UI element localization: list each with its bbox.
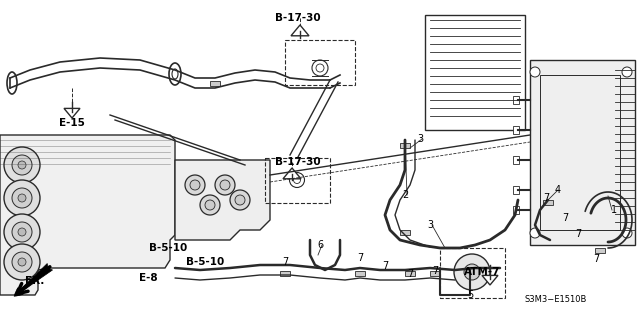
Text: B-17-30: B-17-30 bbox=[275, 157, 321, 167]
Circle shape bbox=[18, 258, 26, 266]
Text: 7: 7 bbox=[432, 266, 438, 276]
Polygon shape bbox=[0, 135, 175, 295]
Circle shape bbox=[230, 190, 250, 210]
Text: E-8: E-8 bbox=[139, 273, 157, 283]
Text: 7: 7 bbox=[282, 257, 288, 267]
Bar bbox=[513, 96, 519, 104]
Circle shape bbox=[235, 195, 245, 205]
Polygon shape bbox=[482, 275, 498, 285]
Bar bbox=[513, 186, 519, 194]
Circle shape bbox=[622, 228, 632, 238]
Circle shape bbox=[4, 180, 40, 216]
Text: B-17-30: B-17-30 bbox=[275, 13, 321, 23]
Polygon shape bbox=[291, 25, 309, 36]
Circle shape bbox=[220, 180, 230, 190]
Text: FR.: FR. bbox=[26, 276, 45, 286]
Circle shape bbox=[190, 180, 200, 190]
Text: 3: 3 bbox=[417, 134, 423, 144]
Bar bbox=[513, 126, 519, 134]
Circle shape bbox=[18, 161, 26, 169]
Circle shape bbox=[622, 67, 632, 77]
Bar bbox=[400, 229, 410, 234]
Bar bbox=[400, 143, 410, 147]
Circle shape bbox=[12, 252, 32, 272]
Circle shape bbox=[12, 155, 32, 175]
Text: 2: 2 bbox=[402, 190, 408, 200]
Bar bbox=[210, 80, 220, 85]
Bar bbox=[513, 206, 519, 214]
Circle shape bbox=[200, 195, 220, 215]
Bar bbox=[280, 271, 290, 276]
Circle shape bbox=[464, 264, 480, 280]
Polygon shape bbox=[175, 160, 270, 240]
Bar bbox=[355, 271, 365, 276]
Circle shape bbox=[4, 214, 40, 250]
Bar bbox=[595, 248, 605, 253]
Text: 7: 7 bbox=[382, 261, 388, 271]
Bar bbox=[543, 199, 553, 204]
Text: 3: 3 bbox=[427, 220, 433, 230]
Bar bbox=[530, 60, 635, 245]
Polygon shape bbox=[283, 168, 301, 179]
Text: 7: 7 bbox=[543, 193, 549, 203]
Bar bbox=[513, 156, 519, 164]
Circle shape bbox=[530, 228, 540, 238]
Circle shape bbox=[205, 200, 215, 210]
Text: 7: 7 bbox=[575, 229, 581, 239]
Bar bbox=[540, 75, 620, 230]
Text: B-5-10: B-5-10 bbox=[149, 243, 187, 253]
Bar bbox=[405, 271, 415, 276]
Text: 7: 7 bbox=[357, 253, 363, 263]
Circle shape bbox=[185, 175, 205, 195]
Circle shape bbox=[530, 67, 540, 77]
Circle shape bbox=[12, 188, 32, 208]
Circle shape bbox=[18, 194, 26, 202]
Text: 7: 7 bbox=[407, 269, 413, 279]
Circle shape bbox=[4, 147, 40, 183]
Text: E-15: E-15 bbox=[59, 118, 85, 128]
Text: S3M3−E1510B: S3M3−E1510B bbox=[525, 295, 587, 305]
Circle shape bbox=[18, 228, 26, 236]
Bar bbox=[455, 271, 465, 276]
Text: 4: 4 bbox=[555, 185, 561, 195]
Text: 7: 7 bbox=[562, 213, 568, 223]
Circle shape bbox=[215, 175, 235, 195]
Circle shape bbox=[12, 222, 32, 242]
Circle shape bbox=[454, 254, 490, 290]
Text: 5: 5 bbox=[467, 290, 473, 300]
Bar bbox=[425, 15, 525, 130]
Text: 7: 7 bbox=[593, 254, 599, 264]
Text: ATM-7: ATM-7 bbox=[464, 267, 500, 277]
Polygon shape bbox=[64, 108, 80, 118]
Circle shape bbox=[4, 244, 40, 280]
Text: 1: 1 bbox=[611, 205, 617, 215]
Text: B-5-10: B-5-10 bbox=[186, 257, 224, 267]
Bar bbox=[430, 271, 440, 276]
Text: 6: 6 bbox=[317, 240, 323, 250]
